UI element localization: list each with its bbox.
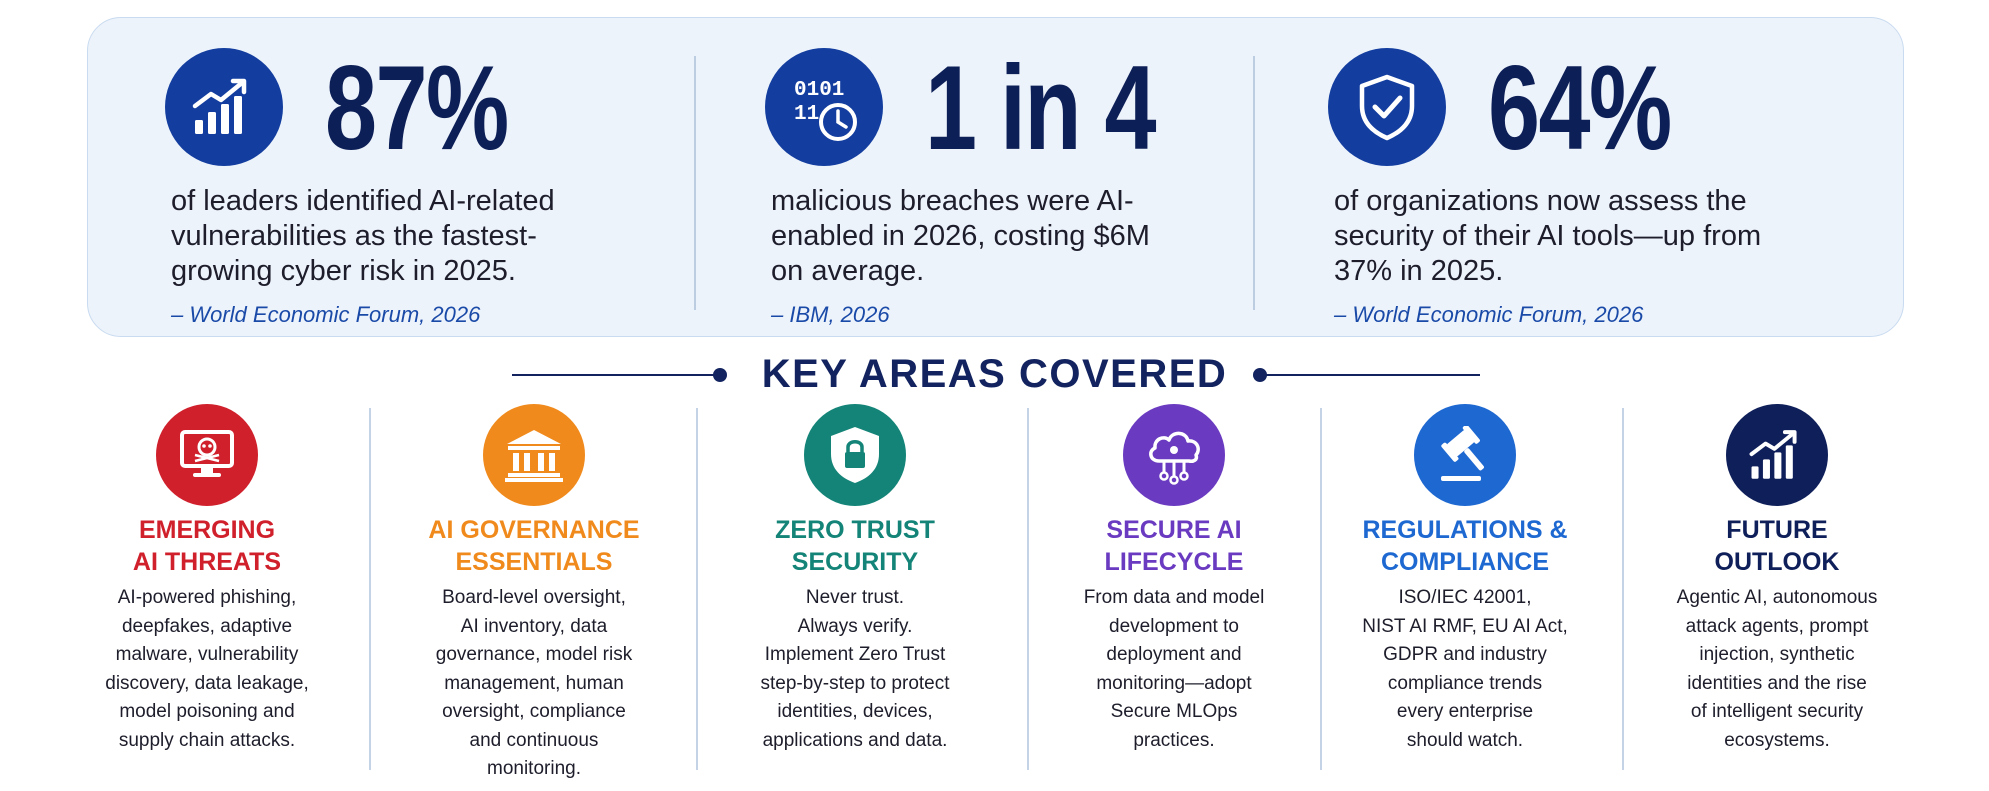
section-title: KEY AREAS COVERED <box>761 352 1228 396</box>
binary-clock-icon: 0101 11 <box>765 48 883 166</box>
heading-dot-right <box>1253 368 1267 382</box>
chart-growth-icon <box>165 48 283 166</box>
svg-text:11: 11 <box>794 103 819 126</box>
area-description: Board-level oversight, AI inventory, dat… <box>435 587 633 779</box>
stat-value: 87% <box>325 41 509 175</box>
cloud-circuit-icon <box>1123 404 1225 506</box>
heading-rule-right <box>1262 374 1480 376</box>
area-divider <box>1622 408 1624 770</box>
area-title: SECURE AI LIFECYCLE <box>1104 516 1244 576</box>
area-title: ZERO TRUST SECURITY <box>775 516 935 576</box>
area-divider <box>369 408 371 770</box>
stat-value: 1 in 4 <box>925 41 1157 175</box>
chart-growth-icon <box>1726 404 1828 506</box>
gavel-icon <box>1414 404 1516 506</box>
stat-value: 64% <box>1488 41 1672 175</box>
shield-check-icon <box>1328 48 1446 166</box>
area-divider <box>1027 408 1029 770</box>
stat-description: malicious breaches were AI-enabled in 20… <box>771 185 1150 287</box>
area-description: Never trust. Always verify. Implement Ze… <box>760 587 950 751</box>
area-title: FUTURE OUTLOOK <box>1714 516 1840 576</box>
stat-source: – World Economic Forum, 2026 <box>171 302 481 327</box>
stat-source: – World Economic Forum, 2026 <box>1334 302 1644 327</box>
heading-dot-left <box>713 368 727 382</box>
institution-icon <box>483 404 585 506</box>
stat-divider <box>694 56 696 310</box>
stat-source: – IBM, 2026 <box>771 302 890 327</box>
stat-description: of leaders identified AI-related vulnera… <box>171 185 555 287</box>
area-description: AI-powered phishing, deepfakes, adaptive… <box>105 587 309 751</box>
area-divider <box>696 408 698 770</box>
area-title: EMERGING AI THREATS <box>132 516 282 576</box>
heading-rule-left <box>512 374 720 376</box>
stat-divider <box>1253 56 1255 310</box>
stats-panel: 87% of leaders identified AI-related vul… <box>87 17 1904 337</box>
area-description: ISO/IEC 42001, NIST AI RMF, EU AI Act, G… <box>1362 587 1568 751</box>
monitor-skull-icon <box>156 404 258 506</box>
area-title: REGULATIONS & COMPLIANCE <box>1362 516 1568 576</box>
area-description: Agentic AI, autonomous attack agents, pr… <box>1676 587 1878 751</box>
shield-lock-icon <box>804 404 906 506</box>
stat-description: of organizations now assess the security… <box>1334 185 1762 287</box>
area-divider <box>1320 408 1322 770</box>
area-title: AI GOVERNANCE ESSENTIALS <box>428 516 640 576</box>
svg-text:0101: 0101 <box>794 79 844 102</box>
area-description: From data and model development to deplo… <box>1083 587 1265 751</box>
